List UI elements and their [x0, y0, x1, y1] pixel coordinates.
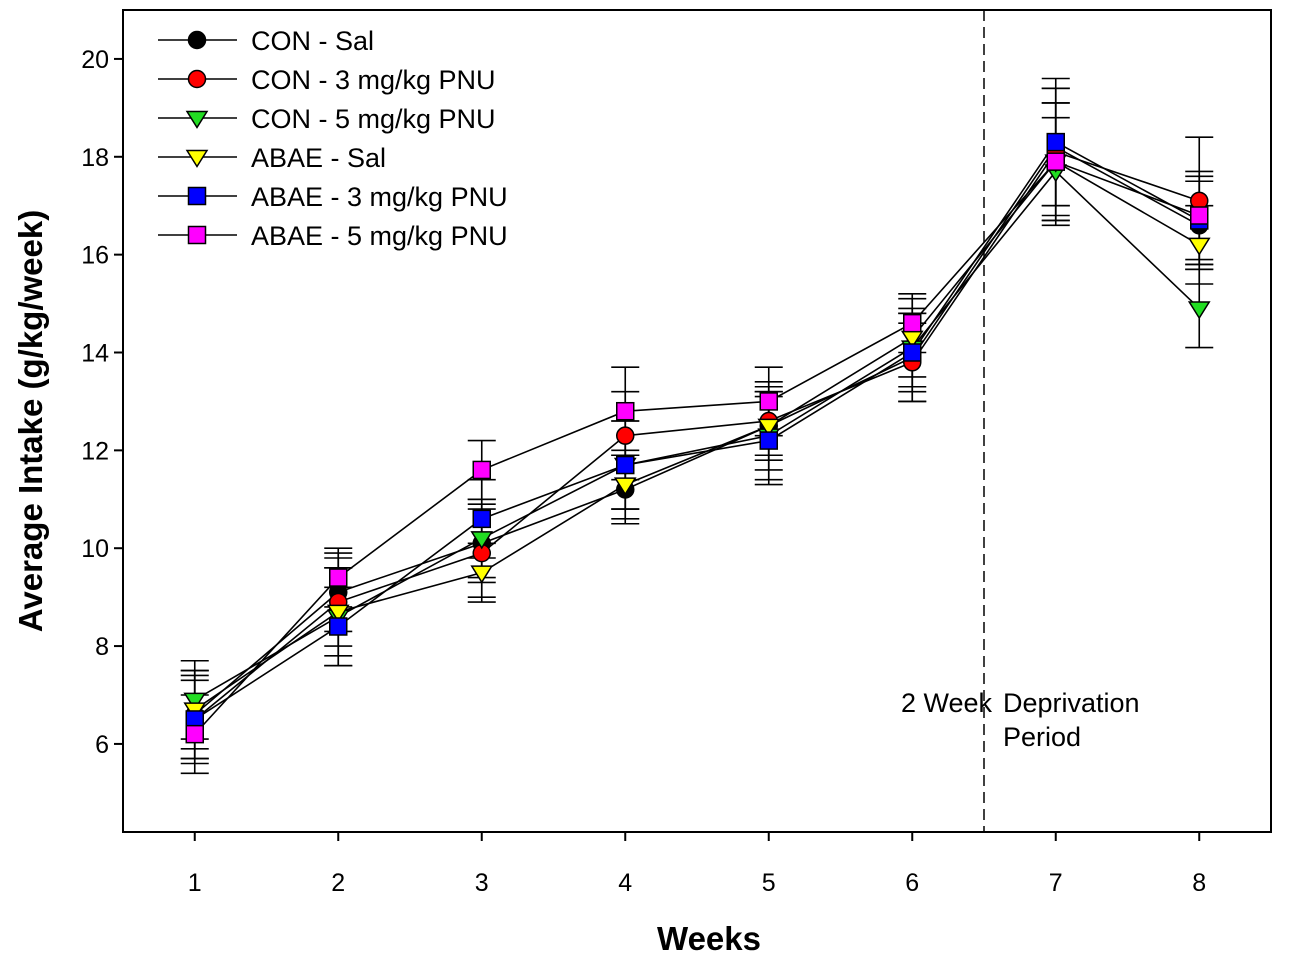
y-tick-label-12: 12 — [81, 437, 109, 465]
data-point-abae-sal-w4 — [613, 477, 637, 496]
data-point-abae-5-mg-kg-pnu-w8 — [1190, 206, 1209, 225]
y-tick-label-20: 20 — [81, 46, 109, 74]
y-axis-title: Average Intake (g/kg/week) — [12, 210, 49, 632]
deprivation-label-right-1: Deprivation — [1003, 688, 1140, 718]
y-tick-label-6: 6 — [95, 731, 109, 759]
y-tick-label-10: 10 — [81, 535, 109, 563]
x-tick-label-8: 8 — [1192, 869, 1206, 897]
data-point-abae-3-mg-kg-pnu-w6 — [903, 343, 922, 362]
data-point-abae-5-mg-kg-pnu-w7 — [1046, 152, 1065, 171]
x-tick-label-2: 2 — [331, 869, 345, 897]
legend-item-con-3-mg-kg-pnu: CON - 3 mg/kg PNU — [158, 65, 496, 95]
y-tick-label-14: 14 — [81, 340, 109, 368]
x-tick-label-7: 7 — [1049, 869, 1063, 897]
legend-label: ABAE - 3 mg/kg PNU — [251, 182, 508, 212]
data-point-abae-5-mg-kg-pnu-w1 — [185, 724, 204, 744]
y-tick-label-8: 8 — [95, 633, 109, 661]
data-point-con-5-mg-kg-pnu-w1 — [183, 692, 207, 711]
data-point-abae-3-mg-kg-pnu-w2 — [329, 617, 348, 636]
legend-item-con-sal: CON - Sal — [158, 26, 374, 56]
legend-marker — [185, 149, 209, 168]
series-line-con-5-mg-kg-pnu — [194, 170, 1200, 701]
plot-frame — [122, 9, 1272, 833]
data-point-abae-3-mg-kg-pnu-w5 — [759, 431, 778, 450]
data-point-con-3-mg-kg-pnu-w4 — [616, 426, 635, 445]
legend-marker — [185, 110, 209, 129]
legend-marker — [187, 30, 207, 50]
series-line-con-3-mg-kg-pnu — [194, 150, 1200, 721]
x-tick-label-5: 5 — [762, 869, 776, 897]
data-point-abae-5-mg-kg-pnu-w5 — [759, 392, 778, 411]
x-tick-label-6: 6 — [905, 869, 919, 897]
y-tick-label-16: 16 — [81, 242, 109, 270]
legend-item-con-5-mg-kg-pnu: CON - 5 mg/kg PNU — [158, 104, 496, 134]
data-point-abae-5-mg-kg-pnu-w3 — [472, 460, 491, 480]
series-line-abae-3-mg-kg-pnu — [194, 141, 1200, 721]
legend-label: CON - 3 mg/kg PNU — [251, 65, 496, 95]
legend-label: CON - Sal — [251, 26, 374, 56]
data-point-abae-sal-w3 — [470, 565, 494, 584]
legend-label: ABAE - Sal — [251, 143, 386, 173]
data-point-abae-5-mg-kg-pnu-w6 — [903, 313, 922, 333]
x-tick-label-3: 3 — [475, 869, 489, 897]
legend-marker — [187, 186, 207, 206]
data-point-abae-sal-w2 — [326, 604, 350, 623]
data-point-abae-5-mg-kg-pnu-w2 — [329, 568, 348, 587]
data-point-abae-sal-w5 — [757, 418, 781, 437]
x-axis-title: Weeks — [657, 920, 761, 957]
x-tick-label-1: 1 — [188, 869, 202, 897]
data-point-con-5-mg-kg-pnu-w8 — [1187, 301, 1211, 320]
deprivation-label-left: 2 Week — [901, 688, 993, 718]
data-point-con-5-mg-kg-pnu-w3 — [470, 531, 494, 550]
legend-label: CON - 5 mg/kg PNU — [251, 104, 496, 134]
legend-marker — [187, 225, 207, 245]
legend-marker — [187, 69, 207, 89]
legend-item-abae-5-mg-kg-pnu: ABAE - 5 mg/kg PNU — [158, 221, 508, 251]
series-line-abae-sal — [194, 160, 1200, 711]
data-point-abae-3-mg-kg-pnu-w4 — [616, 455, 635, 475]
y-tick-label-18: 18 — [81, 144, 109, 172]
legend-item-abae-sal: ABAE - Sal — [158, 143, 386, 173]
legend-label: ABAE - 5 mg/kg PNU — [251, 221, 508, 251]
series-line-con-sal — [194, 145, 1200, 716]
legend-item-abae-3-mg-kg-pnu: ABAE - 3 mg/kg PNU — [158, 182, 508, 212]
data-point-abae-sal-w8 — [1187, 237, 1211, 256]
x-tick-label-4: 4 — [618, 869, 632, 897]
series-line-abae-5-mg-kg-pnu — [194, 160, 1200, 735]
data-point-abae-5-mg-kg-pnu-w4 — [616, 401, 635, 421]
data-point-abae-3-mg-kg-pnu-w7 — [1046, 132, 1065, 152]
data-point-abae-3-mg-kg-pnu-w3 — [472, 509, 491, 529]
deprivation-label-right-2: Period — [1003, 722, 1081, 752]
